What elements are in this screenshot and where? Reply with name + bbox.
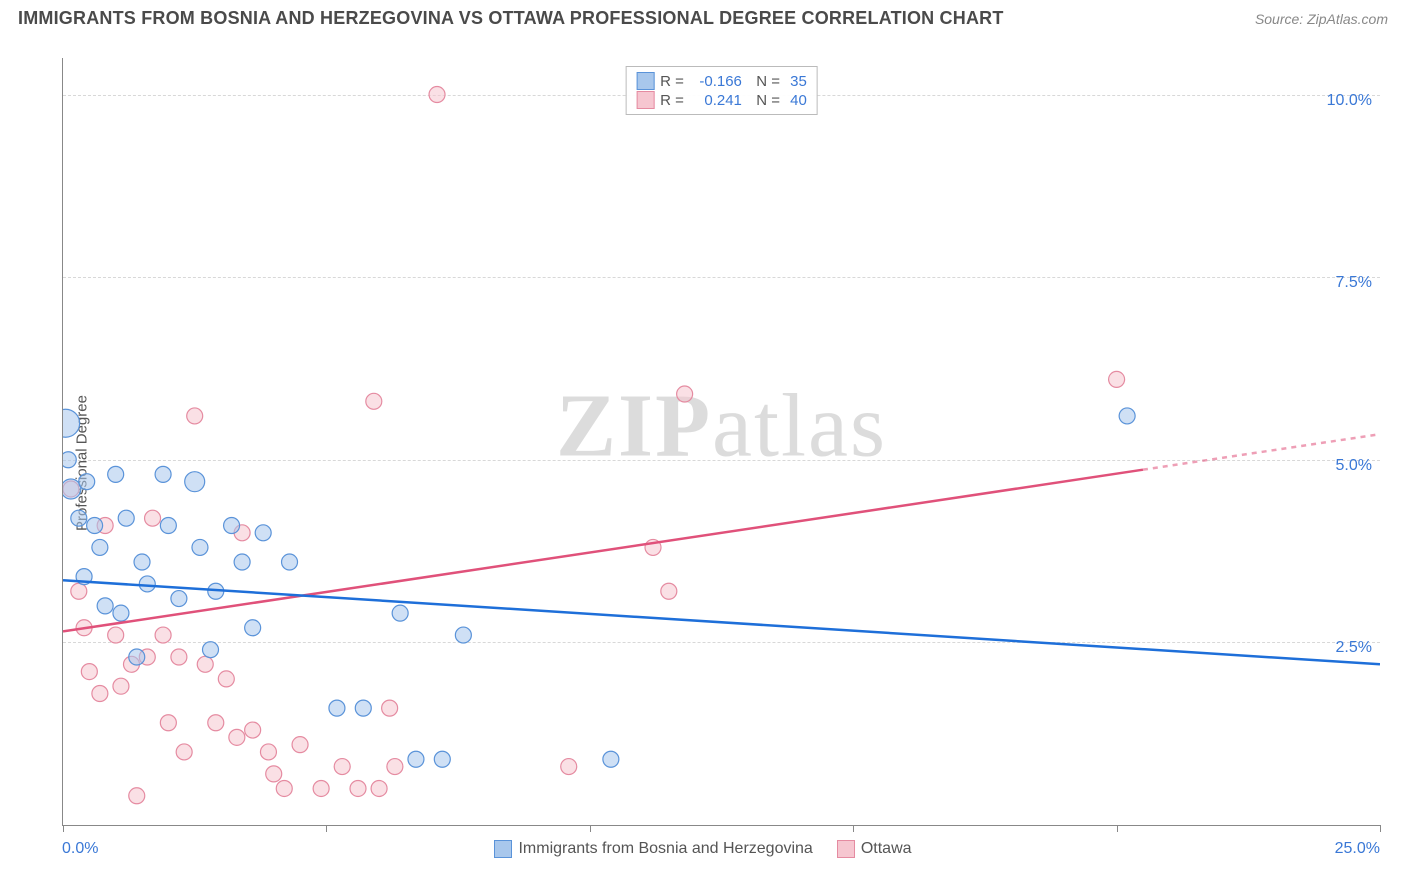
chart-area: Professional Degree ZIPatlas R = -0.166 … [18, 54, 1388, 872]
r-value-pink: 0.241 [690, 92, 742, 109]
plot-region: ZIPatlas R = -0.166 N = 35 R = 0.241 N =… [62, 58, 1380, 826]
chart-title: IMMIGRANTS FROM BOSNIA AND HERZEGOVINA V… [18, 8, 1004, 29]
n-value-blue: 35 [790, 73, 807, 90]
series-legend: Immigrants from Bosnia and Herzegovina O… [18, 840, 1388, 858]
swatch-pink-icon [837, 840, 855, 858]
stats-row-pink: R = 0.241 N = 40 [636, 91, 807, 109]
stats-row-blue: R = -0.166 N = 35 [636, 72, 807, 90]
legend-pink-label: Ottawa [861, 840, 912, 858]
chart-header: IMMIGRANTS FROM BOSNIA AND HERZEGOVINA V… [0, 0, 1406, 33]
stats-legend: R = -0.166 N = 35 R = 0.241 N = 40 [625, 66, 818, 115]
legend-item-pink: Ottawa [837, 840, 912, 858]
legend-item-blue: Immigrants from Bosnia and Herzegovina [494, 840, 812, 858]
swatch-pink-icon [636, 91, 654, 109]
r-value-blue: -0.166 [690, 73, 742, 90]
chart-source: Source: ZipAtlas.com [1255, 11, 1388, 27]
n-value-pink: 40 [790, 92, 807, 109]
swatch-blue-icon [494, 840, 512, 858]
scatter-overlay [63, 58, 1380, 825]
swatch-blue-icon [636, 72, 654, 90]
legend-blue-label: Immigrants from Bosnia and Herzegovina [518, 840, 812, 858]
